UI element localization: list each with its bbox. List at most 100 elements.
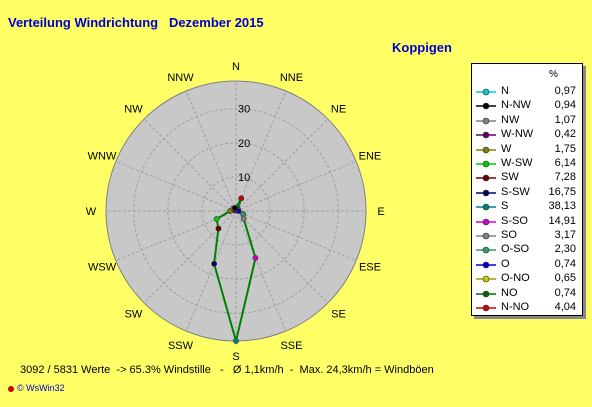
direction-label: SSE <box>280 340 302 352</box>
radar-spoke <box>235 210 357 262</box>
legend-item: O 0,74 <box>472 258 582 272</box>
legend-marker-icon <box>476 160 496 168</box>
radar-ring <box>167 142 305 280</box>
footer-stats: 3092 / 5831 Werte -> 65.3% Windstille - … <box>20 364 434 376</box>
legend-label: S <box>501 200 509 213</box>
station-name: Koppigen <box>392 40 452 55</box>
direction-label: ENE <box>359 151 382 163</box>
legend-marker-icon <box>476 218 496 225</box>
logo-dot-icon <box>8 385 14 392</box>
direction-label: S <box>232 351 239 360</box>
direction-label: SW <box>125 309 143 321</box>
legend-label: O <box>501 257 510 270</box>
legend-label: W-SW <box>501 157 533 169</box>
legend-value: 16,75 <box>548 185 576 198</box>
direction-label: E <box>377 206 384 218</box>
legend-value: 3,17 <box>554 229 576 241</box>
data-point-n-no <box>238 195 245 202</box>
legend-marker-icon <box>476 103 496 110</box>
radar-spoke <box>143 118 237 212</box>
legend-value: 14,91 <box>548 214 576 227</box>
data-point-n-nw <box>231 205 238 211</box>
legend-item: N 0,97 <box>472 85 582 99</box>
direction-label: NNE <box>280 72 303 84</box>
direction-label: W <box>86 206 97 218</box>
legend-value: 0,65 <box>554 272 576 285</box>
legend-marker-icon <box>476 88 496 96</box>
radar-spoke <box>235 210 329 304</box>
legend-label: SO <box>501 229 517 241</box>
direction-label: NNW <box>167 72 194 84</box>
data-point-s <box>233 338 239 344</box>
data-point-so <box>240 215 247 222</box>
legend-value: 6,14 <box>554 157 576 169</box>
legend-label: O-NO <box>501 272 530 285</box>
legend: % N 0,97 N-NW 0,94 NW 1,07 W-NW 0,42 W 1,75 W-SW 6,… <box>471 63 583 316</box>
ring-label: 10 <box>238 172 250 184</box>
chart-title: Verteilung Windrichtung Dezember 2015 <box>8 15 264 30</box>
legend-label: W <box>501 142 512 155</box>
ring-label: 20 <box>238 138 250 150</box>
direction-label: WNW <box>88 151 117 163</box>
legend-label: S-SW <box>501 185 530 198</box>
radar-spoke <box>235 210 287 332</box>
legend-label: SW <box>501 171 519 184</box>
legend-item: W-NW 0,42 <box>472 128 582 142</box>
legend-item: W 1,75 <box>472 143 582 157</box>
legend-label: S-SO <box>501 214 528 227</box>
legend-label: N-NO <box>501 301 530 313</box>
legend-marker-icon <box>476 189 496 197</box>
legend-value: 0,42 <box>554 128 576 141</box>
legend-value: 7,28 <box>554 171 576 184</box>
legend-value: 4,04 <box>554 301 576 313</box>
legend-marker-icon <box>476 232 496 240</box>
legend-label: N <box>501 85 509 97</box>
radar-spoke <box>185 90 237 212</box>
legend-unit: % <box>549 69 558 80</box>
legend-label: N-NW <box>501 99 531 112</box>
direction-label: N <box>232 61 240 73</box>
legend-marker-icon <box>476 203 496 211</box>
legend-label: NO <box>501 286 518 299</box>
copyright: © WsWin32 <box>8 383 65 393</box>
legend-value: 0,97 <box>554 85 576 97</box>
legend-marker-icon <box>476 261 496 269</box>
direction-label: NE <box>331 103 346 115</box>
legend-value: 0,94 <box>554 99 576 112</box>
data-point-w-sw <box>213 216 220 222</box>
legend-marker-icon <box>476 146 496 153</box>
direction-label: ESE <box>359 261 381 273</box>
legend-item: SW 7,28 <box>472 171 582 185</box>
copyright-text: © WsWin32 <box>17 383 65 393</box>
legend-marker-icon <box>476 131 496 139</box>
legend-item: NO 0,74 <box>472 287 582 301</box>
radar-ring <box>201 176 271 246</box>
data-point-s-sw <box>211 260 218 267</box>
legend-item: S 38,13 <box>472 200 582 214</box>
radar-spoke <box>235 118 329 212</box>
legend-value: 38,13 <box>548 200 576 213</box>
legend-item: S-SO 14,91 <box>472 215 582 229</box>
radar-spoke <box>115 160 237 212</box>
legend-value: 1,75 <box>554 142 576 155</box>
legend-item: NW 1,07 <box>472 114 582 128</box>
legend-value: 2,30 <box>554 243 576 256</box>
direction-label: SSW <box>168 340 194 352</box>
radar-chart: 10 20 30 N NNE NE ENE E ESE SE SSE S SSW SW WSW W WNW NW N… <box>86 61 385 360</box>
radar-spoke <box>235 160 357 212</box>
radar-spoke <box>185 210 237 332</box>
legend-value: 0,74 <box>554 257 576 270</box>
radar-spoke <box>235 90 287 212</box>
legend-item: W-SW 6,14 <box>472 157 582 171</box>
legend-label: O-SO <box>501 243 530 256</box>
legend-label: W-NW <box>501 128 534 141</box>
legend-label: NW <box>501 113 520 126</box>
legend-marker-icon <box>476 290 496 297</box>
legend-item: O-SO 2,30 <box>472 243 582 257</box>
legend-value: 1,07 <box>554 113 576 126</box>
legend-marker-icon <box>476 304 496 312</box>
radar-spoke <box>143 210 237 304</box>
legend-marker-icon <box>476 275 496 283</box>
legend-item: O-NO 0,65 <box>472 272 582 286</box>
legend-marker-icon <box>476 175 496 182</box>
